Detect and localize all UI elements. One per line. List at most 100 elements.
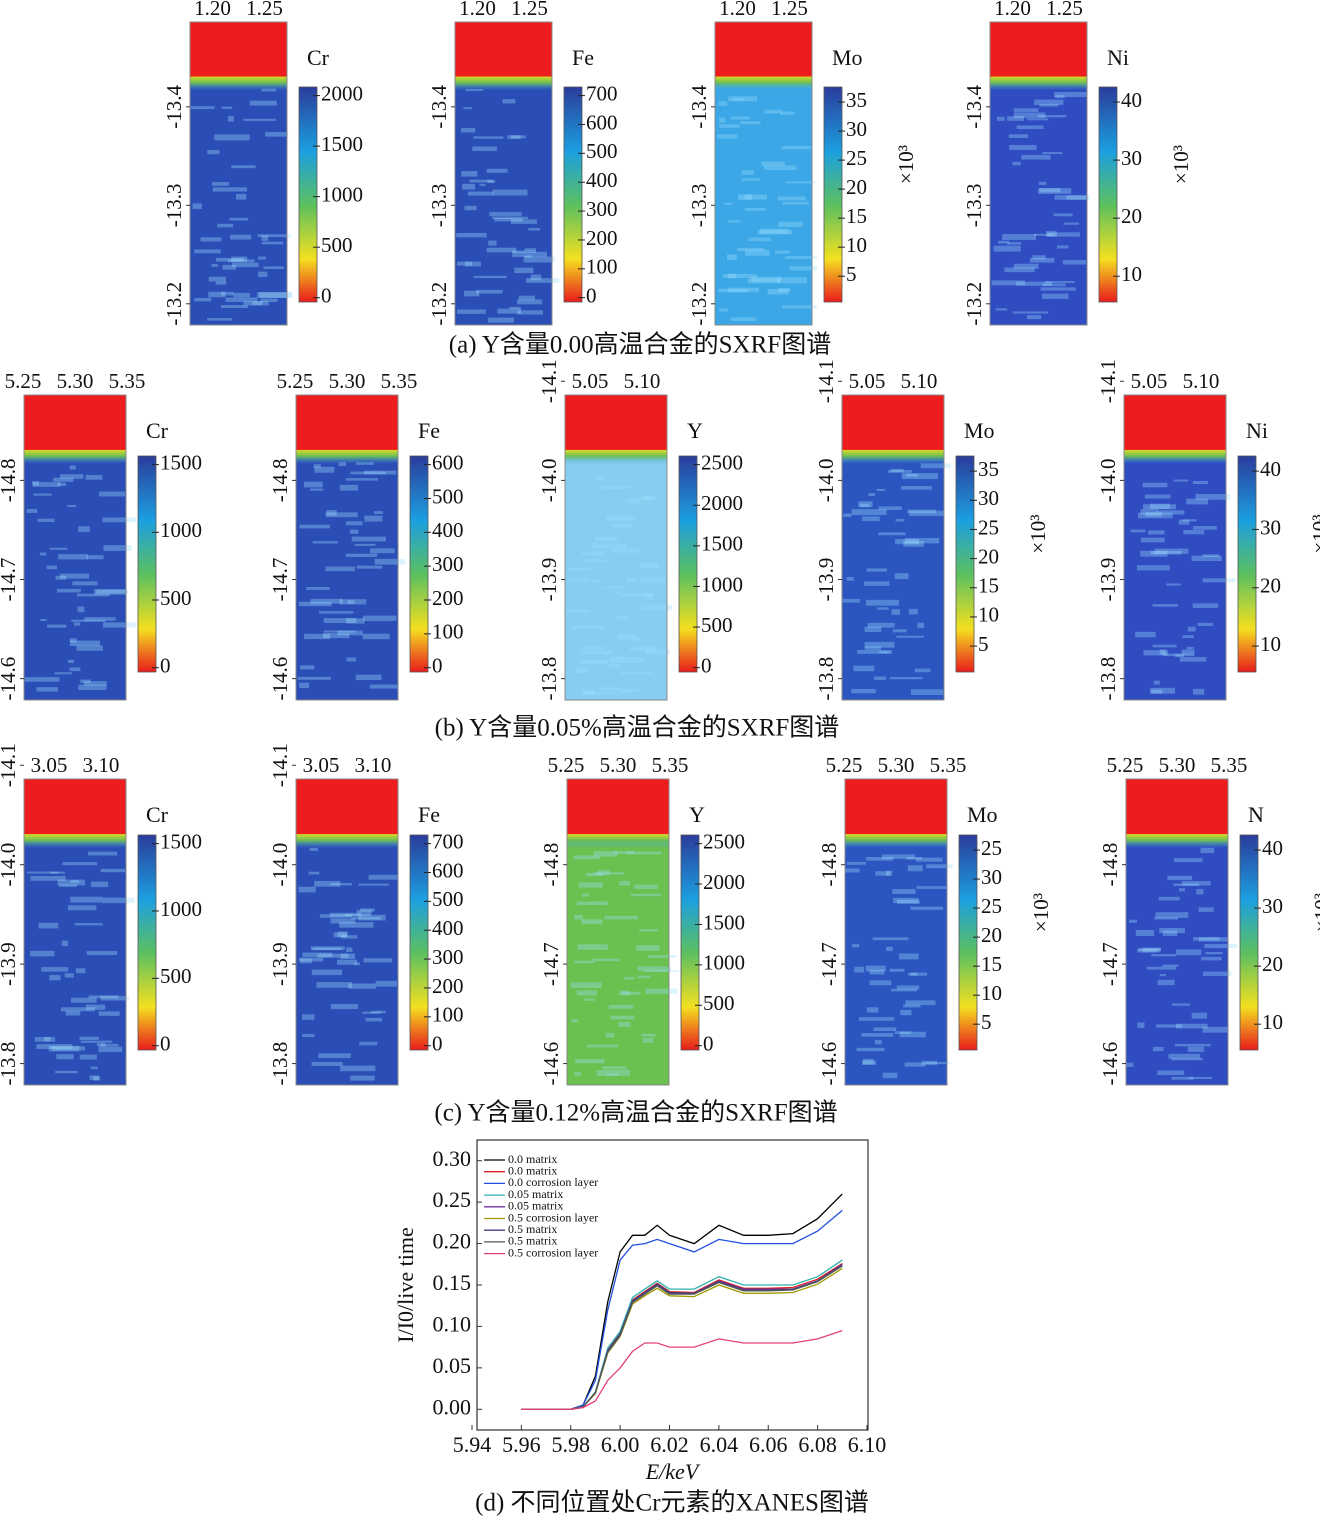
map-streak (1062, 260, 1086, 265)
map-streak (876, 607, 889, 610)
colorbar-label: 600 (432, 450, 464, 474)
colorbar-label: 30 (981, 865, 1002, 889)
map-streak (876, 488, 886, 491)
map-streak (80, 679, 91, 684)
map-streak (39, 552, 47, 556)
sxrf-map (841, 394, 951, 701)
line-series (521, 1263, 843, 1410)
colorbar-label: 2500 (701, 450, 743, 474)
map-streak (789, 266, 817, 271)
map-streak (303, 481, 323, 488)
map-streak (610, 1015, 635, 1020)
map-streak (217, 223, 234, 228)
map-streak (60, 573, 90, 579)
colorbar-label: 1000 (321, 182, 363, 206)
map-streak (1039, 104, 1059, 107)
map-streak (457, 261, 472, 266)
map-streak (345, 478, 379, 481)
colorbar-label: 0 (586, 284, 597, 308)
map-streak (573, 568, 581, 572)
map-streak (85, 1004, 106, 1010)
map-streak (364, 515, 383, 522)
sxrf-map (564, 394, 673, 701)
map-streak (593, 872, 624, 875)
map-streak (38, 922, 59, 929)
y-tick-label: -14.8 (1098, 843, 1122, 887)
map-streak (57, 879, 85, 886)
x-tick-label: 3.10 (355, 753, 392, 777)
map-streak (1026, 315, 1042, 320)
map-streak (864, 581, 890, 586)
map-streak (1154, 548, 1189, 554)
colorbar-label: 200 (586, 226, 618, 250)
map-streak (1198, 937, 1229, 942)
colorbar-label: 40 (1262, 836, 1283, 860)
map-streak (73, 622, 81, 626)
map-streak (1148, 530, 1165, 535)
map-streak (86, 555, 104, 560)
map-streak (70, 896, 103, 903)
map-streak (645, 649, 670, 654)
map-streak (591, 579, 601, 583)
map-streak (306, 586, 330, 590)
map-streak (881, 854, 916, 859)
sxrf-map (566, 778, 680, 1086)
map-streak (208, 276, 227, 282)
map-streak (72, 581, 98, 586)
map-streak (1021, 154, 1051, 160)
map-streak (1155, 912, 1189, 918)
map-streak (641, 604, 673, 611)
map-streak (1140, 509, 1159, 515)
map-streak (212, 187, 248, 192)
map-streak (869, 969, 885, 975)
map-edge (842, 448, 944, 464)
x-tick-label: 5.10 (901, 369, 938, 393)
map-streak (570, 982, 602, 989)
x-tick-label: 5.35 (930, 753, 967, 777)
map-streak (1009, 144, 1037, 150)
map-streak (617, 634, 635, 640)
colorbar (1239, 834, 1259, 1051)
map-streak (917, 622, 925, 629)
map-streak (864, 646, 882, 650)
map-streak (207, 149, 220, 155)
colorbar-label: 0 (160, 1032, 171, 1056)
map-streak (261, 241, 284, 245)
colorbar-multiplier: ×10³ (1308, 514, 1320, 553)
map-streak (1016, 281, 1052, 286)
map-streak (258, 271, 268, 277)
map-streak (892, 889, 916, 894)
colorbar-label: 30 (1262, 894, 1283, 918)
map-frame (189, 21, 288, 326)
map-streak (260, 298, 278, 303)
element-label: Cr (146, 802, 169, 827)
map-streak (857, 650, 893, 654)
map-streak (1140, 537, 1165, 543)
map-streak (1007, 116, 1025, 121)
y-tick-label: -13.3 (162, 183, 186, 227)
map-streak (892, 629, 907, 633)
x-tick-label: 1.20 (994, 0, 1031, 20)
map-streak (1152, 1046, 1164, 1052)
map-streak (102, 517, 137, 523)
map-streak (346, 657, 356, 662)
colorbar-label: 500 (432, 887, 464, 911)
y-tick-label: -14.7 (0, 558, 20, 602)
map-streak (26, 871, 59, 874)
map-streak (1008, 134, 1029, 139)
map-streak (311, 969, 343, 976)
map-streak (299, 682, 310, 689)
colorbar-label: 10 (978, 603, 999, 627)
map-streak (363, 958, 393, 963)
map-streak (337, 931, 348, 938)
map-streak (374, 511, 383, 515)
map-streak (356, 565, 383, 569)
map-streak (1038, 188, 1072, 194)
map-edge (24, 448, 126, 464)
colorbar-label: 40 (1121, 88, 1142, 112)
colorbar-label: 0 (160, 653, 171, 677)
map-streak (98, 1046, 123, 1053)
colorbar-label: 0 (701, 653, 712, 677)
map-streak (1175, 1023, 1208, 1029)
colorbar-label: 25 (981, 836, 1002, 860)
